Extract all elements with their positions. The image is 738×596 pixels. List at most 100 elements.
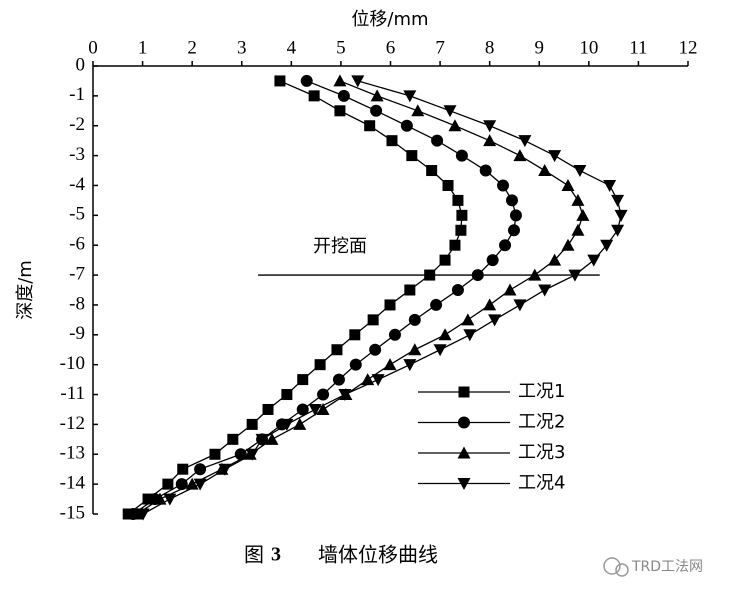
legend-label: 工况4: [518, 473, 565, 494]
marker: [458, 386, 470, 398]
marker: [317, 388, 330, 401]
marker: [209, 448, 221, 460]
y-tick-label: -7: [69, 263, 85, 284]
x-tick-label: 7: [435, 37, 445, 58]
y-tick-label: -8: [69, 293, 85, 314]
caption-number: 3: [271, 544, 281, 566]
y-tick-label: -10: [60, 353, 85, 374]
marker: [142, 493, 154, 505]
marker: [448, 119, 462, 132]
marker: [371, 374, 385, 387]
marker: [513, 299, 527, 312]
x-tick-label: 10: [579, 37, 598, 58]
marker: [370, 89, 384, 102]
marker: [162, 478, 174, 490]
x-tick-label: 2: [187, 37, 197, 58]
marker: [461, 313, 475, 326]
marker: [507, 224, 520, 237]
marker: [548, 253, 562, 266]
marker: [361, 373, 375, 386]
marker: [483, 298, 497, 311]
marker: [406, 150, 418, 162]
marker: [293, 417, 307, 430]
marker: [573, 165, 587, 178]
marker: [483, 120, 497, 133]
marker: [458, 416, 470, 429]
marker: [433, 344, 447, 357]
marker: [430, 298, 443, 311]
marker: [457, 446, 471, 459]
y-tick-label: -5: [69, 204, 85, 225]
marker: [331, 344, 343, 356]
marker: [603, 179, 617, 192]
marker: [561, 178, 575, 191]
marker: [245, 448, 259, 461]
watermark: TRD工法网: [631, 559, 703, 575]
marker: [548, 150, 562, 163]
marker: [503, 283, 517, 296]
y-tick-label: -4: [69, 174, 85, 195]
marker: [479, 164, 492, 177]
marker: [403, 359, 417, 372]
marker: [255, 433, 269, 446]
marker: [486, 254, 499, 267]
marker: [153, 492, 167, 505]
marker: [528, 268, 542, 281]
marker: [513, 149, 527, 162]
y-tick-label: -9: [69, 323, 85, 344]
y-tick-label: 0: [76, 54, 86, 75]
marker: [384, 299, 396, 311]
marker: [457, 478, 471, 490]
x-tick-label: 4: [287, 37, 297, 58]
marker: [568, 269, 582, 282]
y-tick-label: -11: [60, 383, 85, 404]
marker: [408, 313, 421, 326]
marker: [177, 463, 189, 475]
x-tick-label: 8: [485, 37, 495, 58]
marker: [538, 284, 552, 297]
marker: [439, 254, 451, 266]
marker: [505, 194, 518, 207]
marker: [296, 403, 309, 416]
marker: [404, 284, 416, 296]
legend-label: 工况2: [518, 412, 565, 433]
marker: [614, 209, 628, 222]
series-line: [136, 80, 584, 515]
marker: [576, 208, 590, 221]
marker: [426, 165, 438, 177]
marker: [442, 179, 454, 191]
x-tick-label: 6: [386, 37, 396, 58]
marker: [388, 328, 401, 341]
marker: [571, 193, 585, 206]
marker: [297, 374, 309, 386]
x-tick-label: 5: [336, 37, 346, 58]
marker: [351, 75, 365, 88]
marker: [443, 105, 457, 118]
marker: [383, 358, 397, 371]
marker: [193, 478, 207, 491]
marker: [509, 209, 522, 222]
marker: [332, 373, 345, 386]
marker: [163, 493, 177, 506]
marker: [471, 269, 484, 282]
series-line: [132, 80, 517, 515]
caption-prefix: 图: [244, 543, 264, 567]
marker: [611, 194, 625, 207]
series-line: [127, 80, 463, 515]
x-tick-label: 12: [679, 37, 698, 58]
marker: [452, 194, 464, 206]
marker: [308, 90, 320, 102]
marker: [451, 284, 464, 296]
legend-label: 工况3: [518, 442, 565, 463]
marker: [431, 134, 444, 147]
annotation-text: 开挖面: [313, 236, 367, 257]
marker: [411, 104, 425, 117]
marker: [455, 149, 468, 162]
marker: [538, 164, 552, 177]
x-tick-label: 3: [237, 37, 247, 58]
marker: [337, 89, 350, 102]
x-tick-label: 11: [629, 37, 647, 58]
marker: [438, 328, 452, 341]
y-axis-label: 深度/m: [15, 260, 36, 320]
